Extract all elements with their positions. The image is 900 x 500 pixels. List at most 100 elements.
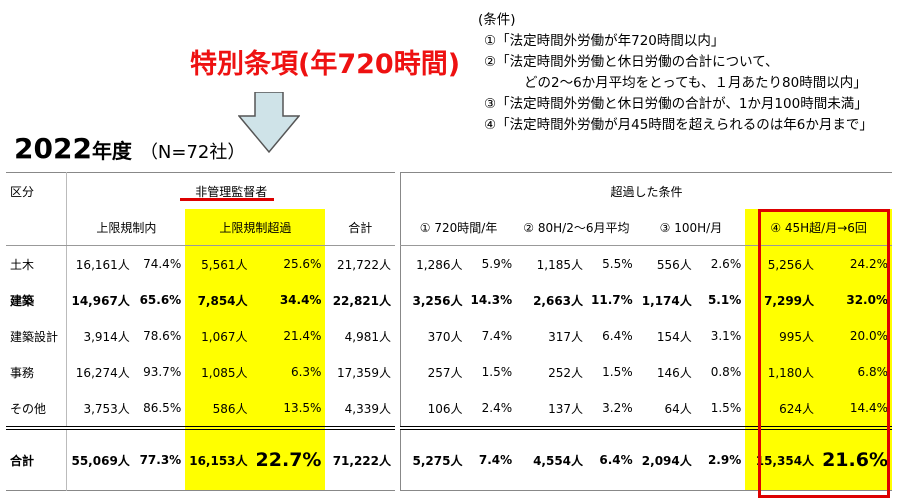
c4-pct: 14.4% <box>818 390 892 428</box>
sample-size: （N=72社） <box>139 142 246 163</box>
c2-count: 137人 <box>548 401 584 416</box>
c4-count: 995人 <box>745 318 819 354</box>
over-count: 1,085人 <box>185 354 252 390</box>
total-header: 合計 <box>325 209 395 246</box>
condition-item: どの2～6か月平均をとっても、１月あたり80時間以内」 <box>524 75 867 91</box>
total-count: 21,722人 <box>337 257 391 272</box>
c1-pct: 2.4% <box>481 401 513 415</box>
row-label: 土木 <box>10 257 35 272</box>
c3-pct: 1.5% <box>710 401 742 415</box>
c3-count: 2,094人 <box>636 426 696 491</box>
headline: 特別条項(年720時間) <box>190 49 461 80</box>
within-pct: 93.7% <box>143 365 182 379</box>
total-count: 22,821人 <box>332 293 391 308</box>
over-pct: 25.6% <box>251 245 326 282</box>
within-pct: 74.4% <box>143 257 182 271</box>
total-count: 71,222人 <box>325 426 395 491</box>
over-count: 7,854人 <box>185 282 252 318</box>
c3-pct: 2.6% <box>710 257 742 271</box>
exceeded-conditions-table: 超過した条件 ① 720時間/年 ② 80H/2～6月平均 ③ 100H/月 ④… <box>400 172 892 491</box>
condition-item: ④「法定時間外労働が月45時間を超えられるのは年6か月まで」 <box>484 117 873 133</box>
table-row: 370人 7.4% 317人 6.4% 154人 3.1% 995人 20.0% <box>401 318 892 354</box>
over-limit-header: 上限規制超過 <box>185 209 326 246</box>
c1-count: 257人 <box>427 365 463 380</box>
within-count: 16,161人 <box>66 245 134 282</box>
row-label: その他 <box>10 401 47 416</box>
c1-pct: 14.3% <box>470 293 513 307</box>
column-header-row: 上限規制内 上限規制超過 合計 <box>6 209 395 246</box>
c1-count: 1,286人 <box>416 257 463 272</box>
condition-2-header: ② 80H/2～6月平均 <box>516 209 637 246</box>
header-underline <box>180 198 274 201</box>
conditions-title: (条件) <box>478 12 516 28</box>
year-title: 2022年度 （N=72社） <box>14 132 245 165</box>
conditions-list: (条件) ①「法定時間外労働が年720時間以内」 ②「法定時間外労働と休日労働の… <box>478 10 873 136</box>
row-label: 建築 <box>10 293 35 308</box>
table-row: 3,256人 14.3% 2,663人 11.7% 1,174人 5.1% 7,299人 32… <box>401 282 892 318</box>
table-row: 土木 16,161人 74.4% 5,561人 25.6% 21,722人 <box>6 245 395 282</box>
over-count: 5,561人 <box>185 245 252 282</box>
within-count: 3,753人 <box>66 390 134 428</box>
c4-pct: 21.6% <box>818 426 892 491</box>
row-label: 事務 <box>10 365 35 380</box>
over-pct: 13.5% <box>251 390 326 428</box>
c2-count: 2,663人 <box>533 293 584 308</box>
exceeded-conditions-header: 超過した条件 <box>610 184 683 199</box>
condition-4-header: ④ 45H超/月→6回 <box>745 209 892 246</box>
c2-pct: 11.7% <box>591 293 633 307</box>
over-count: 1,067人 <box>185 318 252 354</box>
c4-pct: 20.0% <box>818 318 892 354</box>
over-pct: 21.4% <box>251 318 326 354</box>
within-count: 55,069人 <box>66 426 134 491</box>
within-count: 14,967人 <box>66 282 134 318</box>
c2-pct: 6.4% <box>602 329 633 343</box>
total-count: 4,339人 <box>344 401 391 416</box>
condition-item: ②「法定時間外労働と休日労働の合計について、 <box>484 54 779 70</box>
c4-count: 15,354人 <box>745 426 819 491</box>
c1-pct: 7.4% <box>481 329 513 343</box>
row-label: 合計 <box>6 426 67 491</box>
table-row: 建築 14,967人 65.6% 7,854人 34.4% 22,821人 <box>6 282 395 318</box>
down-arrow-icon <box>237 91 301 158</box>
table-row-total: 合計 55,069人 77.3% 16,153人 22.7% 71,222人 <box>6 426 395 491</box>
c1-pct: 1.5% <box>481 365 513 379</box>
over-pct: 34.4% <box>251 282 326 318</box>
c1-count: 3,256人 <box>412 293 463 308</box>
c3-pct: 3.1% <box>710 329 742 343</box>
table-row-total: 5,275人 7.4% 4,554人 6.4% 2,094人 2.9% 15,3… <box>400 426 892 491</box>
total-count: 17,359人 <box>337 365 391 380</box>
highlight-box <box>758 209 890 498</box>
c2-pct: 6.4% <box>587 426 637 491</box>
group-header-row: 超過した条件 <box>401 173 893 210</box>
c2-count: 317人 <box>548 329 584 344</box>
table-row: 257人 1.5% 252人 1.5% 146人 0.8% 1,180人 6.8% <box>401 354 892 390</box>
c2-count: 1,185人 <box>536 257 584 272</box>
c3-pct: 0.8% <box>710 365 742 379</box>
condition-item: ①「法定時間外労働が年720時間以内」 <box>484 33 725 49</box>
within-count: 16,274人 <box>66 354 134 390</box>
over-count: 16,153人 <box>185 426 252 491</box>
non-manager-table: 区分 非管理監督者 上限規制内 上限規制超過 合計 土木 16,161人 74.4%… <box>6 172 395 491</box>
table-row: 建築設計 3,914人 78.6% 1,067人 21.4% 4,981人 <box>6 318 395 354</box>
c2-pct: 5.5% <box>602 257 633 271</box>
table-row: 事務 16,274人 93.7% 1,085人 6.3% 17,359人 <box>6 354 395 390</box>
table-row: その他 3,753人 86.5% 586人 13.5% 4,339人 <box>6 390 395 428</box>
within-pct: 86.5% <box>143 401 182 415</box>
total-count: 4,981人 <box>344 329 391 344</box>
c1-pct: 5.9% <box>481 257 513 271</box>
over-pct: 22.7% <box>251 426 326 491</box>
table-row: 1,286人 5.9% 1,185人 5.5% 556人 2.6% 5,256人 24.2% <box>401 245 892 282</box>
column-header-row: ① 720時間/年 ② 80H/2～6月平均 ③ 100H/月 ④ 45H超/月… <box>400 209 892 246</box>
c3-pct: 5.1% <box>707 293 742 307</box>
c1-pct: 7.4% <box>466 426 517 491</box>
c3-count: 64人 <box>664 401 692 416</box>
row-label: 建築設計 <box>10 329 59 344</box>
c4-pct: 24.2% <box>818 245 892 282</box>
condition-1-header: ① 720時間/年 <box>400 209 517 246</box>
within-pct: 77.3% <box>133 426 186 491</box>
c4-pct: 32.0% <box>818 282 892 318</box>
within-limit-header: 上限規制内 <box>66 209 186 246</box>
group-header-row: 区分 非管理監督者 <box>6 172 395 209</box>
non-manager-header: 非管理監督者 <box>66 172 395 209</box>
c1-count: 370人 <box>427 329 463 344</box>
